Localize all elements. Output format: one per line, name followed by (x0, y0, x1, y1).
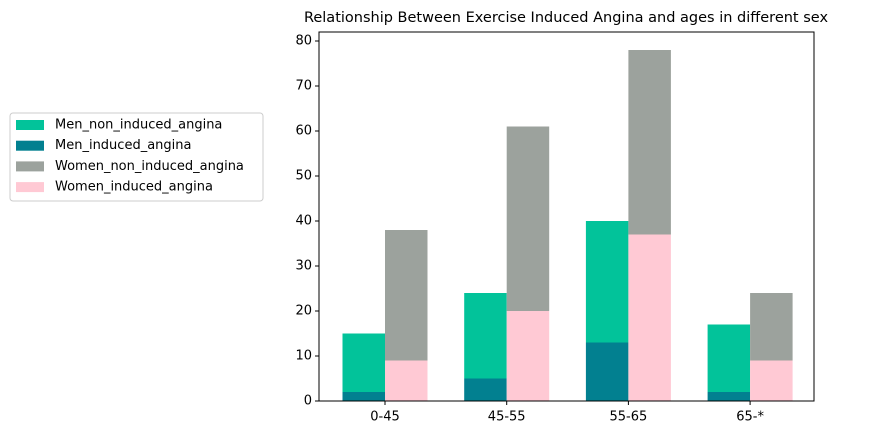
y-tick-label: 60 (295, 124, 312, 139)
legend-label: Men_induced_angina (55, 138, 191, 153)
bar-segment (464, 378, 507, 401)
plot-frame (318, 31, 815, 402)
bar-segment (506, 311, 550, 401)
bar-segment (628, 50, 671, 235)
bar-segment (585, 342, 629, 401)
bar-segment (342, 333, 385, 392)
bar-segment (385, 230, 428, 361)
bar-segment (342, 392, 385, 401)
bar-segment (464, 293, 507, 379)
y-tick-label: 10 (295, 349, 312, 364)
bar-segment (750, 360, 793, 401)
legend-swatch (16, 140, 44, 151)
y-tick-label: 50 (295, 169, 312, 184)
y-tick-label: 80 (295, 34, 312, 49)
chart-title: Relationship Between Exercise Induced An… (304, 10, 829, 26)
y-tick-label: 0 (304, 394, 312, 409)
y-tick-label: 70 (295, 79, 312, 94)
bar-segment (707, 324, 751, 392)
legend-label: Women_induced_angina (55, 180, 213, 195)
legend-swatch (16, 120, 44, 130)
bar-segment (628, 234, 671, 401)
bar-segment (707, 392, 751, 401)
x-tick-label: 65-* (736, 410, 764, 425)
y-tick-label: 20 (295, 304, 312, 319)
bar-segment (750, 293, 793, 361)
legend-swatch (16, 161, 44, 172)
legend-label: Women_non_induced_angina (55, 159, 244, 174)
y-tick-label: 30 (295, 259, 312, 274)
legend-box (9, 112, 264, 202)
x-tick-label: 0-45 (370, 410, 400, 425)
legend-swatch (16, 182, 44, 193)
x-tick-label: 55-65 (610, 410, 648, 425)
bar-segment (385, 360, 428, 401)
legend-label: Men_non_induced_angina (55, 118, 222, 133)
bar-segment (506, 126, 550, 311)
y-tick-label: 40 (295, 214, 312, 229)
bar-segment (585, 221, 629, 343)
x-tick-label: 45-55 (488, 410, 526, 425)
